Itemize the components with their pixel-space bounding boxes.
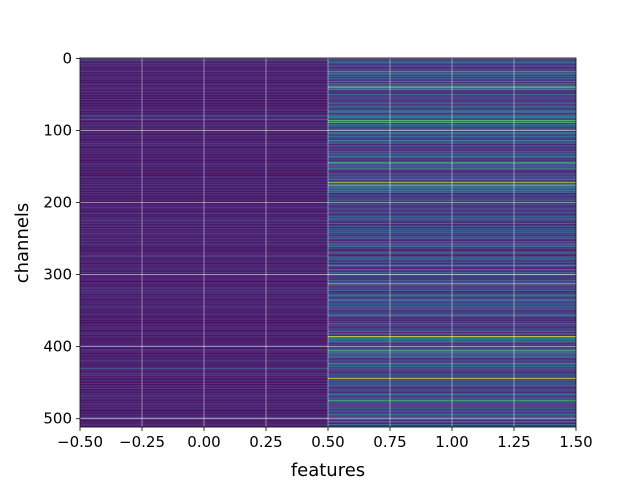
x-tick-label: 0.75 xyxy=(373,433,406,451)
x-tick-label: 1.25 xyxy=(497,433,530,451)
y-tick-label: 400 xyxy=(43,338,72,356)
x-tick-label: 1.00 xyxy=(435,433,468,451)
y-axis-label: channels xyxy=(12,203,33,284)
x-axis-label: features xyxy=(291,460,365,480)
x-axis: −0.50 −0.25 0.00 0.25 0.50 0.75 1.00 1.25 1.50 xyxy=(57,427,593,451)
x-tick-label: 0.50 xyxy=(311,433,344,451)
y-tick-label: 100 xyxy=(43,121,72,139)
x-tick-label: 0.25 xyxy=(249,433,282,451)
y-tick-label: 0 xyxy=(62,49,72,67)
y-tick-label: 200 xyxy=(43,194,72,212)
x-tick-label: −0.25 xyxy=(119,433,165,451)
x-tick-label: 0.00 xyxy=(187,433,220,451)
y-tick-label: 500 xyxy=(43,410,72,428)
y-axis: 0 100 200 300 400 500 xyxy=(43,49,80,428)
x-tick-label: −0.50 xyxy=(57,433,103,451)
y-tick-label: 300 xyxy=(43,266,72,284)
x-tick-label: 1.50 xyxy=(559,433,592,451)
